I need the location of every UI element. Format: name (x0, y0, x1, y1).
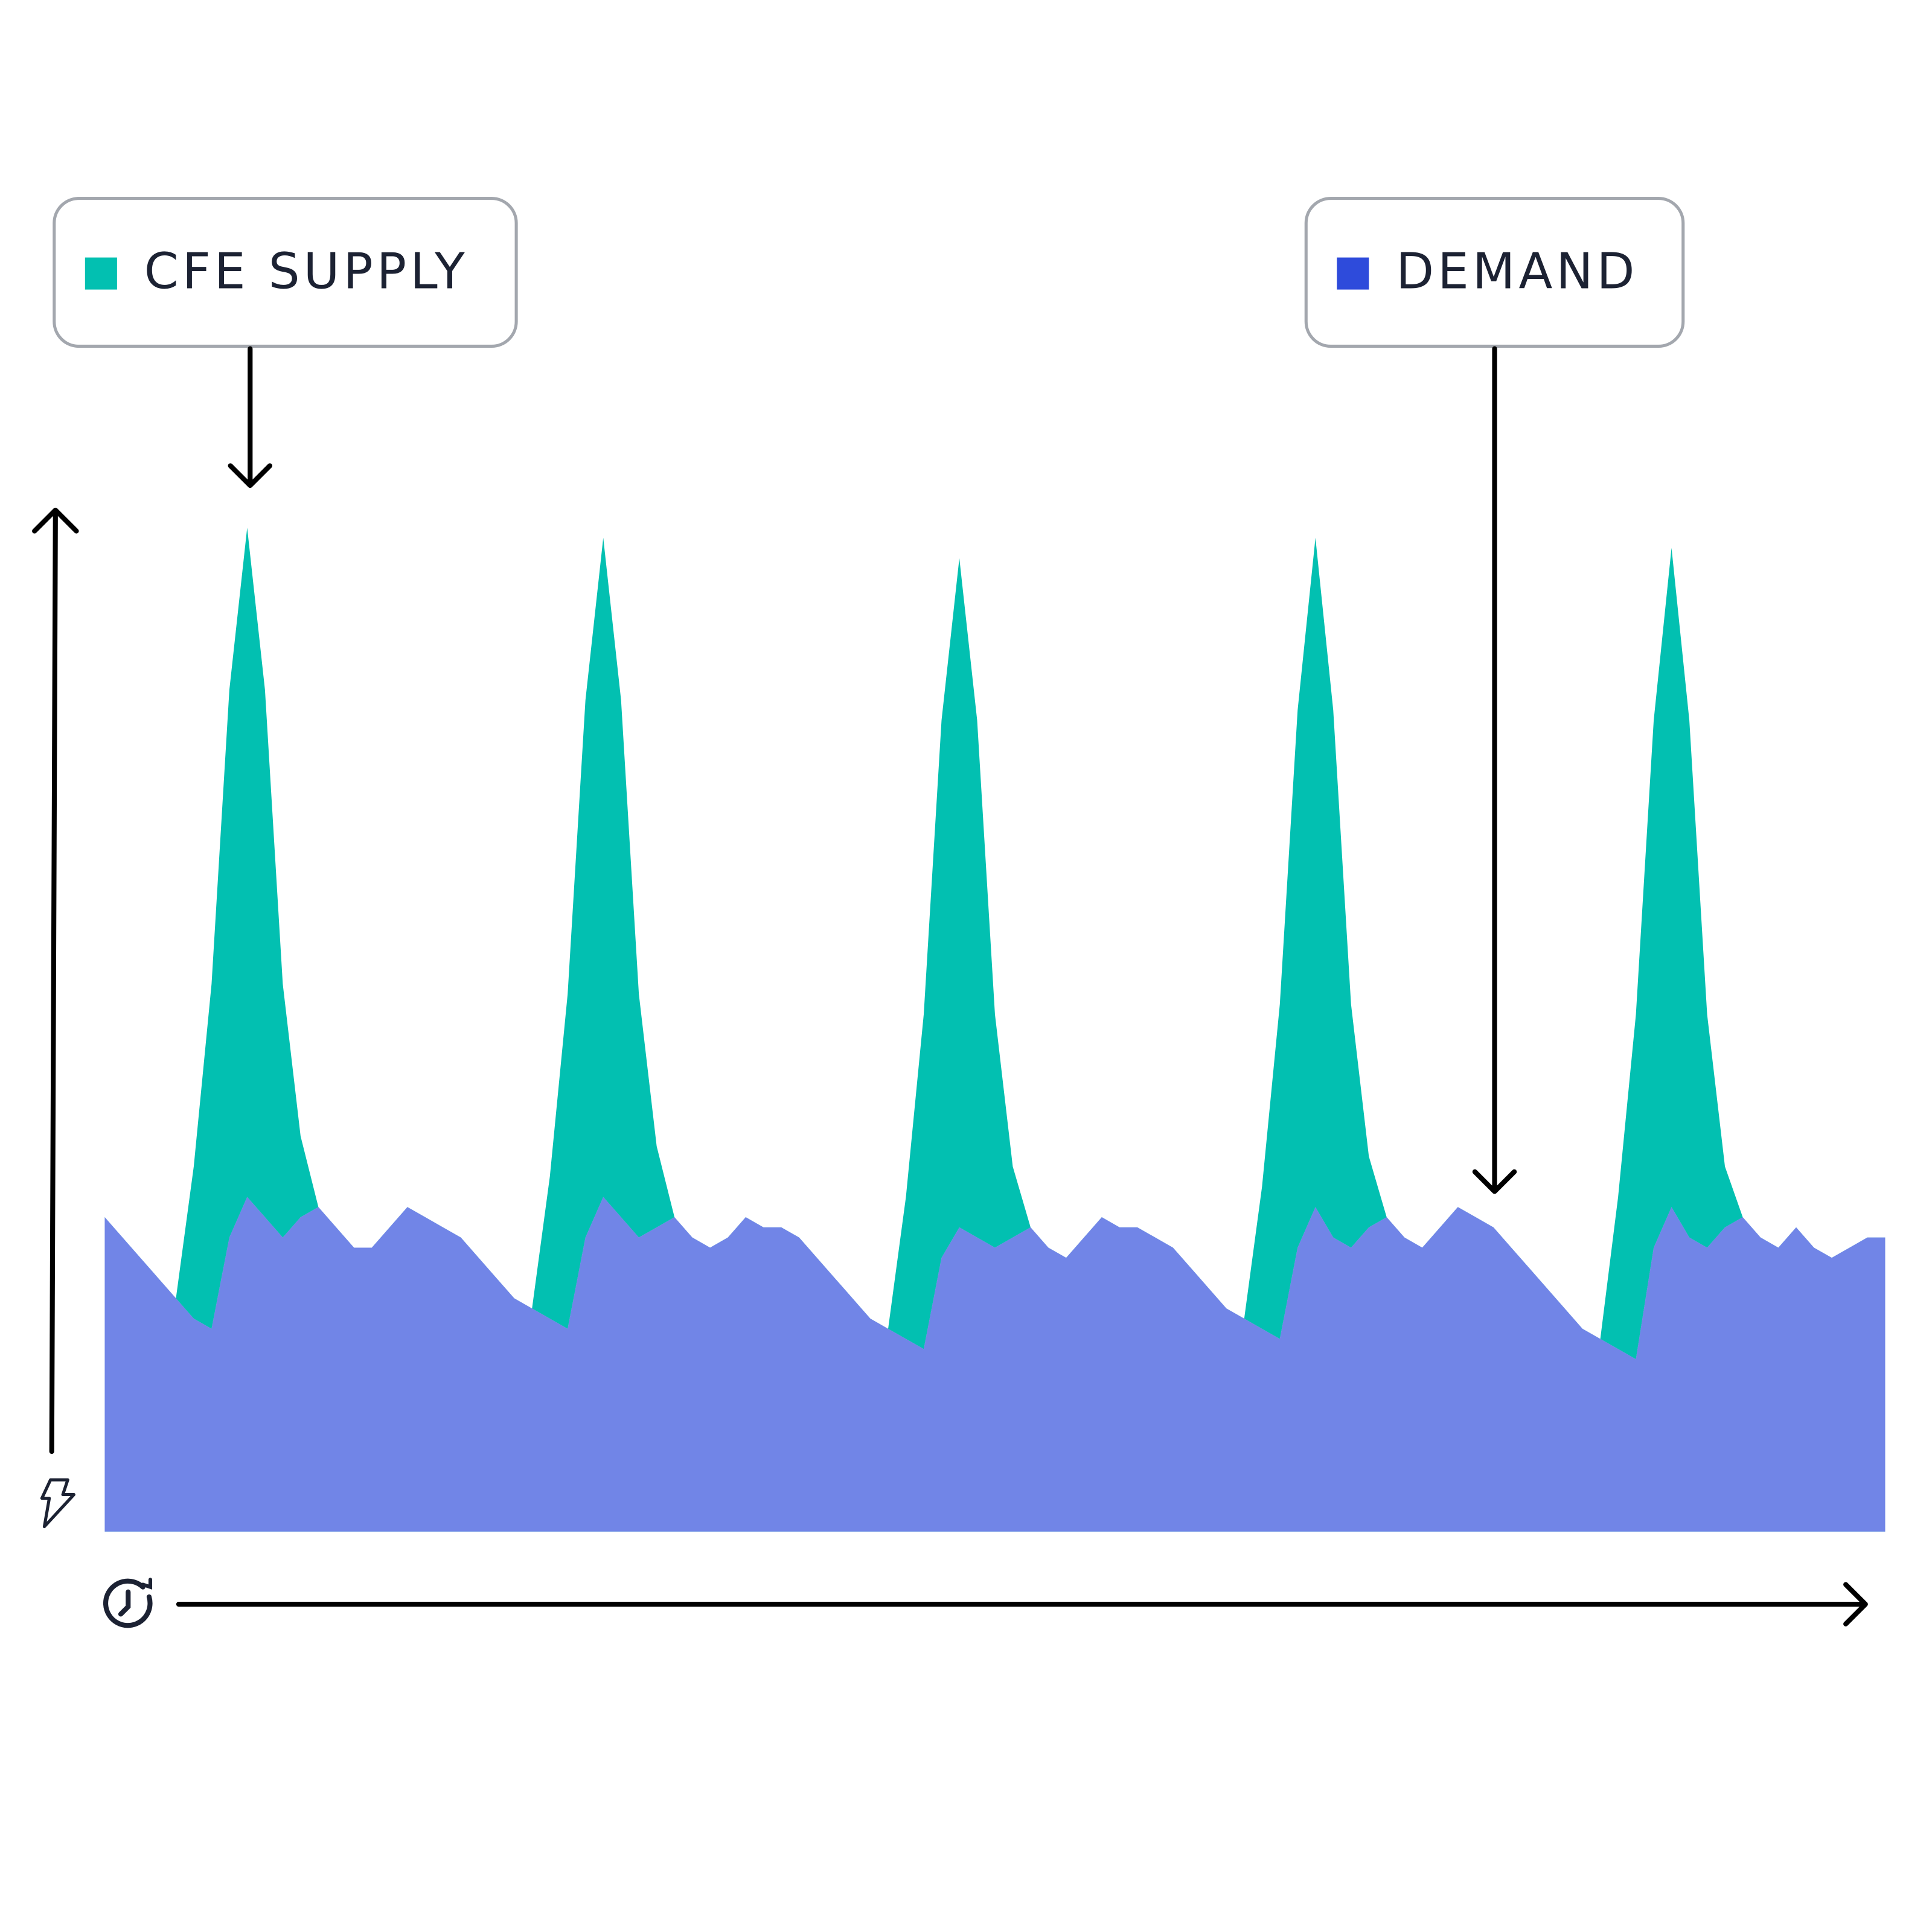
callout-arrow (1472, 346, 1517, 1194)
legend-box (53, 197, 518, 348)
legend-swatch (85, 257, 117, 290)
energy-icon (40, 1478, 75, 1529)
time-icon (103, 1578, 153, 1628)
y-axis (32, 507, 79, 1454)
callout-arrow (228, 346, 273, 488)
area (104, 1197, 1886, 1532)
plot-area (104, 527, 1886, 1532)
legend-label: CFE SUPPLY (144, 243, 469, 301)
legend-swatch (1337, 257, 1369, 290)
legend-label: DEMAND (1396, 243, 1638, 301)
x-axis (176, 1582, 1868, 1627)
